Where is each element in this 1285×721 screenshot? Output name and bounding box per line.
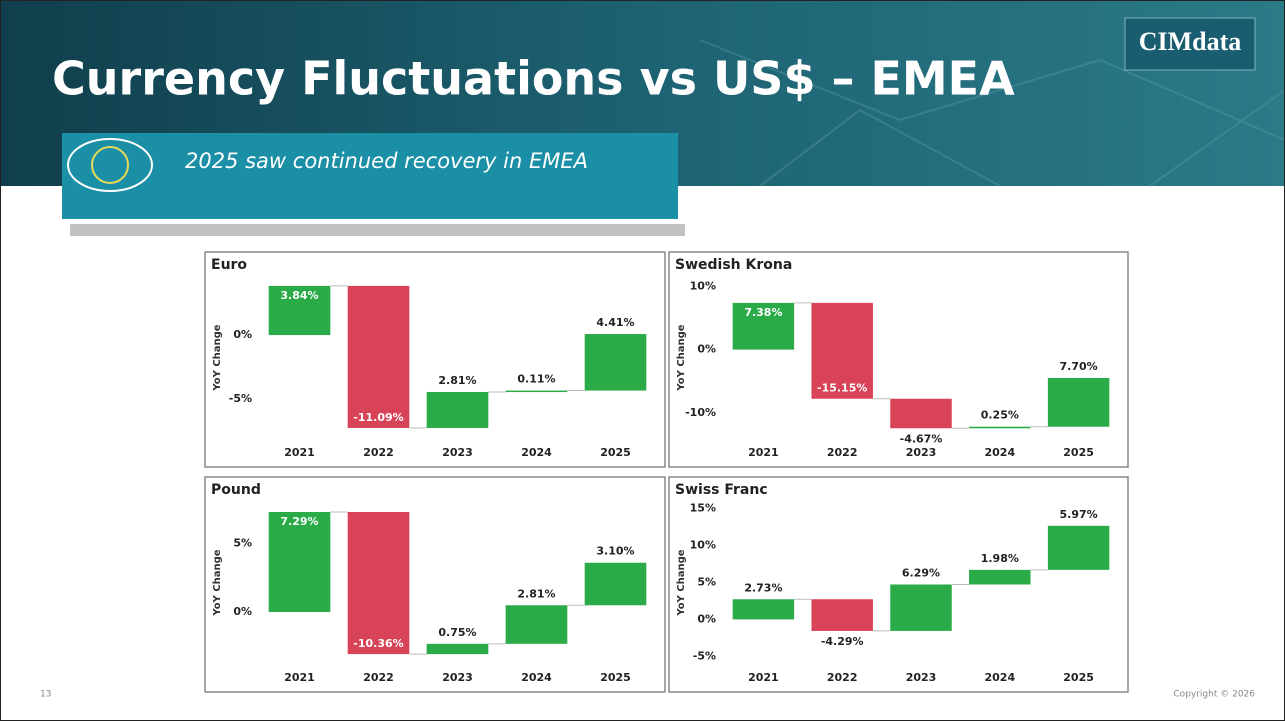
eye-icon [67,138,153,192]
bar [505,390,568,393]
data-label: -15.15% [817,382,867,395]
y-axis-label: YoY Change [212,549,223,616]
y-tick-label: 5% [697,576,716,589]
bar [969,569,1031,585]
bar [347,285,410,428]
subtitle-banner [62,133,678,219]
data-label: 1.98% [981,552,1019,565]
chart-panel [668,251,1129,468]
x-tick-label: 2023 [906,446,937,459]
logo: CIMdata [1139,27,1242,56]
copyright: Copyright © 2026 [1173,690,1255,700]
bar [426,643,489,655]
bar [969,426,1031,429]
y-tick-label: -10% [685,406,716,419]
y-tick-label: 15% [690,502,716,515]
chart-title: Pound [211,482,261,498]
bar [732,302,795,350]
x-tick-label: 2023 [442,446,473,459]
y-tick-label: 0% [697,343,716,356]
bar [268,511,331,612]
y-tick-label: -5% [693,649,716,662]
y-tick-label: 10% [690,539,716,552]
y-axis-label: YoY Change [676,549,687,616]
bar [505,605,568,644]
header-decoration [699,39,1285,187]
y-tick-label: 0% [233,605,252,618]
x-tick-label: 2025 [1063,446,1094,459]
slide-title: Currency Fluctuations vs US$ – EMEA [52,52,1015,106]
bar [1047,377,1110,427]
x-tick-label: 2022 [827,671,858,684]
x-tick-label: 2021 [284,671,315,684]
bar [1047,525,1110,570]
x-tick-label: 2025 [600,446,631,459]
data-label: 7.38% [744,306,782,319]
data-label: 0.11% [517,373,555,386]
data-label: -4.67% [900,432,943,445]
x-tick-label: 2021 [748,671,779,684]
x-tick-label: 2024 [984,446,1015,459]
data-label: -11.09% [353,411,403,424]
y-tick-label: 0% [697,612,716,625]
bar [584,562,647,606]
y-tick-label: 5% [233,536,252,549]
bar [890,584,952,631]
data-label: 4.41% [596,316,634,329]
y-tick-label: 0% [233,328,252,341]
x-tick-label: 2024 [984,671,1015,684]
x-tick-label: 2023 [906,671,937,684]
x-tick-label: 2021 [284,446,315,459]
bar [732,599,795,620]
eye-icon-iris [91,146,129,184]
banner-shadow [70,224,685,236]
subtitle: 2025 saw continued recovery in EMEA [185,149,588,173]
data-label: 2.73% [744,581,782,594]
x-tick-label: 2022 [363,446,394,459]
x-tick-label: 2023 [442,671,473,684]
chart-title: Swedish Krona [675,257,792,273]
x-tick-label: 2024 [521,446,552,459]
bar [890,398,952,429]
data-label: 7.70% [1060,360,1098,373]
y-tick-label: -5% [229,392,252,405]
data-label: 6.29% [902,566,940,579]
logo-box [1124,17,1256,71]
bar [347,511,410,655]
data-label: 2.81% [517,587,555,600]
data-label: 0.25% [981,409,1019,422]
data-label: 3.10% [596,545,634,558]
chart-title: Swiss Franc [675,482,768,498]
bar [268,285,331,336]
x-tick-label: 2025 [600,671,631,684]
data-label: 7.29% [280,515,318,528]
page-number: 13 [40,690,51,700]
bar [811,302,873,399]
y-tick-label: 10% [690,279,716,292]
x-tick-label: 2025 [1063,671,1094,684]
data-label: 5.97% [1060,508,1098,521]
data-label: 2.81% [438,374,476,387]
bar [426,391,489,428]
chart-title: Euro [211,257,247,273]
bar [584,334,647,391]
data-label: 0.75% [438,626,476,639]
data-label: -4.29% [821,635,864,648]
y-axis-label: YoY Change [676,324,687,391]
data-label: 3.84% [280,289,318,302]
data-label: -10.36% [353,637,403,650]
x-tick-label: 2022 [363,671,394,684]
y-axis-label: YoY Change [212,324,223,391]
x-tick-label: 2021 [748,446,779,459]
bar [811,599,873,631]
x-tick-label: 2022 [827,446,858,459]
x-tick-label: 2024 [521,671,552,684]
